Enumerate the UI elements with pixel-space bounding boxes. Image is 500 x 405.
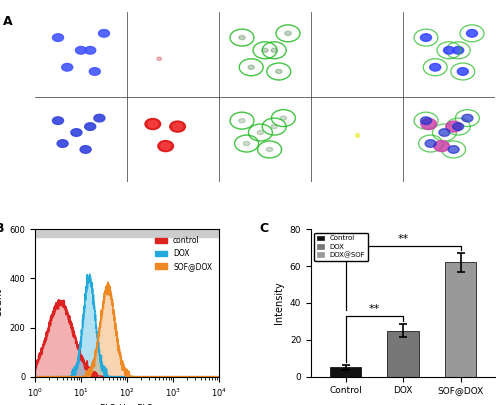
Ellipse shape bbox=[430, 64, 440, 71]
Ellipse shape bbox=[262, 48, 268, 52]
Ellipse shape bbox=[173, 123, 182, 130]
Ellipse shape bbox=[276, 69, 282, 74]
Ellipse shape bbox=[452, 123, 464, 130]
Text: **: ** bbox=[368, 304, 380, 314]
Ellipse shape bbox=[157, 57, 162, 60]
Ellipse shape bbox=[239, 36, 245, 40]
Ellipse shape bbox=[420, 34, 432, 41]
Legend: control, DOX, SOF@DOX: control, DOX, SOF@DOX bbox=[152, 233, 215, 274]
Ellipse shape bbox=[280, 116, 286, 120]
Ellipse shape bbox=[266, 147, 273, 151]
Text: C: C bbox=[260, 222, 268, 235]
Ellipse shape bbox=[52, 34, 64, 41]
Ellipse shape bbox=[444, 47, 454, 54]
Text: DAPI: DAPI bbox=[73, 18, 89, 24]
Ellipse shape bbox=[84, 123, 96, 130]
Ellipse shape bbox=[84, 47, 96, 54]
Ellipse shape bbox=[145, 119, 160, 130]
Ellipse shape bbox=[76, 47, 86, 54]
Text: SOF: SOF bbox=[350, 18, 364, 24]
Ellipse shape bbox=[452, 47, 464, 54]
Ellipse shape bbox=[98, 30, 110, 37]
Ellipse shape bbox=[285, 31, 291, 36]
Ellipse shape bbox=[62, 64, 72, 71]
Ellipse shape bbox=[257, 130, 264, 134]
Bar bbox=[387, 330, 419, 377]
Text: b: b bbox=[18, 134, 26, 144]
Text: Merge: Merge bbox=[438, 18, 460, 24]
Ellipse shape bbox=[425, 140, 436, 147]
Ellipse shape bbox=[94, 114, 105, 122]
Ellipse shape bbox=[434, 141, 450, 151]
Ellipse shape bbox=[271, 124, 278, 129]
Bar bbox=[330, 367, 362, 377]
Text: **: ** bbox=[398, 234, 408, 244]
Bar bbox=[444, 262, 476, 377]
Text: 50μm: 50μm bbox=[64, 165, 84, 171]
Ellipse shape bbox=[448, 146, 459, 153]
Ellipse shape bbox=[248, 65, 254, 69]
Ellipse shape bbox=[170, 121, 186, 132]
Text: B: B bbox=[0, 222, 4, 235]
Ellipse shape bbox=[71, 129, 82, 136]
Text: a: a bbox=[18, 49, 25, 60]
Ellipse shape bbox=[462, 114, 473, 122]
Ellipse shape bbox=[244, 141, 250, 146]
Legend: Control, DOX, DOX@SOF: Control, DOX, DOX@SOF bbox=[314, 233, 368, 261]
Ellipse shape bbox=[239, 119, 245, 123]
Ellipse shape bbox=[161, 143, 170, 149]
Ellipse shape bbox=[158, 141, 174, 151]
Ellipse shape bbox=[90, 68, 101, 75]
Ellipse shape bbox=[446, 121, 462, 132]
Ellipse shape bbox=[421, 119, 436, 130]
Ellipse shape bbox=[439, 129, 450, 136]
Text: Lysotracker: Lysotracker bbox=[245, 18, 285, 24]
Ellipse shape bbox=[57, 140, 68, 147]
Ellipse shape bbox=[52, 117, 64, 124]
Ellipse shape bbox=[458, 68, 468, 75]
Y-axis label: Intensity: Intensity bbox=[274, 281, 284, 324]
Text: A: A bbox=[3, 15, 13, 28]
Ellipse shape bbox=[271, 48, 278, 52]
Ellipse shape bbox=[420, 117, 432, 124]
Point bbox=[353, 132, 361, 138]
Ellipse shape bbox=[466, 30, 477, 37]
Ellipse shape bbox=[80, 146, 91, 153]
Ellipse shape bbox=[148, 121, 158, 128]
Text: DOX: DOX bbox=[166, 18, 180, 24]
X-axis label: FL2-H :: FL2: FL2-H :: FL2 bbox=[100, 404, 154, 405]
Y-axis label: Count: Count bbox=[0, 288, 4, 318]
